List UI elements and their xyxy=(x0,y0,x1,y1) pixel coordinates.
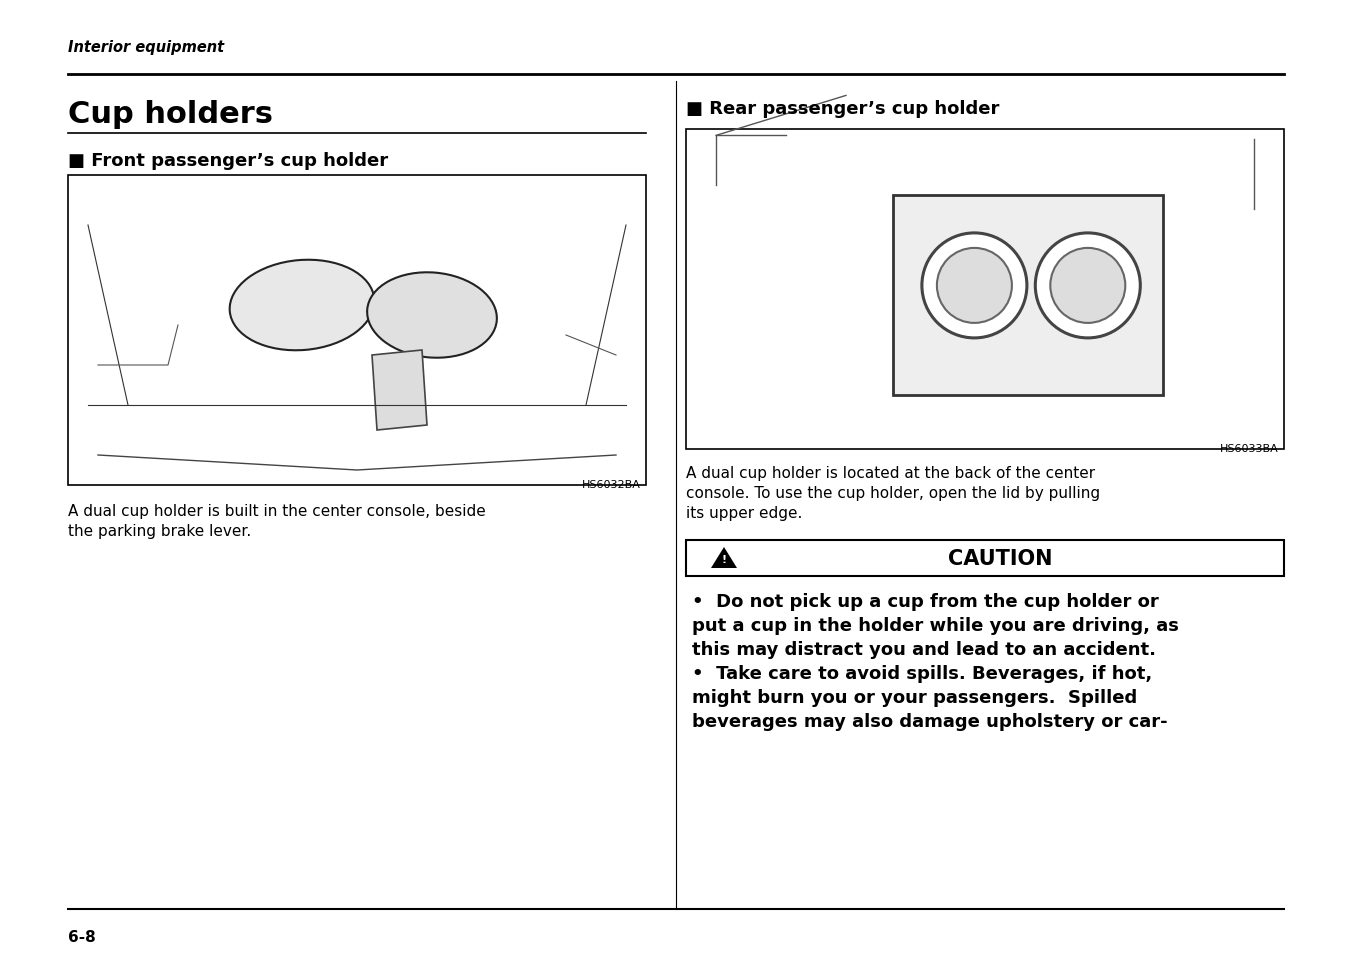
Text: might burn you or your passengers.  Spilled: might burn you or your passengers. Spill… xyxy=(692,688,1137,706)
Text: beverages may also damage upholstery or car-: beverages may also damage upholstery or … xyxy=(692,712,1168,730)
Ellipse shape xyxy=(922,233,1028,338)
Ellipse shape xyxy=(1051,249,1125,324)
Text: !: ! xyxy=(722,555,726,564)
Ellipse shape xyxy=(1036,233,1140,338)
Text: ■ Front passenger’s cup holder: ■ Front passenger’s cup holder xyxy=(68,152,388,170)
Bar xyxy=(68,175,646,485)
Text: A dual cup holder is built in the center console, beside: A dual cup holder is built in the center… xyxy=(68,503,485,518)
Text: Cup holders: Cup holders xyxy=(68,100,273,129)
Text: CAUTION: CAUTION xyxy=(948,548,1052,568)
Ellipse shape xyxy=(937,249,1011,324)
Bar xyxy=(894,196,1164,396)
Text: Interior equipment: Interior equipment xyxy=(68,40,224,55)
Text: •  Do not pick up a cup from the cup holder or: • Do not pick up a cup from the cup hold… xyxy=(692,593,1159,610)
Text: this may distract you and lead to an accident.: this may distract you and lead to an acc… xyxy=(692,640,1156,659)
Text: console. To use the cup holder, open the lid by pulling: console. To use the cup holder, open the… xyxy=(685,485,1101,500)
Text: the parking brake lever.: the parking brake lever. xyxy=(68,523,251,538)
Polygon shape xyxy=(711,547,737,568)
Text: HS6033BA: HS6033BA xyxy=(1221,443,1279,454)
Text: put a cup in the holder while you are driving, as: put a cup in the holder while you are dr… xyxy=(692,617,1179,635)
Text: •  Take care to avoid spills. Beverages, if hot,: • Take care to avoid spills. Beverages, … xyxy=(692,664,1152,682)
Text: ■ Rear passenger’s cup holder: ■ Rear passenger’s cup holder xyxy=(685,100,999,118)
Bar xyxy=(685,130,1284,450)
Text: A dual cup holder is located at the back of the center: A dual cup holder is located at the back… xyxy=(685,465,1095,480)
Text: HS6032BA: HS6032BA xyxy=(583,479,641,490)
Polygon shape xyxy=(372,351,427,431)
Text: 6-8: 6-8 xyxy=(68,929,96,944)
Bar xyxy=(685,540,1284,577)
Ellipse shape xyxy=(368,273,496,358)
Ellipse shape xyxy=(230,260,375,351)
Text: its upper edge.: its upper edge. xyxy=(685,505,802,520)
